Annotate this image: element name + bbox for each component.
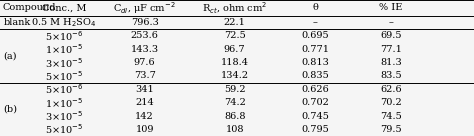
Text: (a): (a)	[3, 52, 17, 61]
Text: 81.3: 81.3	[380, 58, 402, 67]
Text: 0.745: 0.745	[301, 112, 329, 120]
Text: R$_{ct}$, ohm cm$^{2}$: R$_{ct}$, ohm cm$^{2}$	[202, 0, 267, 16]
Text: 3×10$^{-5}$: 3×10$^{-5}$	[45, 56, 83, 70]
Text: 0.795: 0.795	[301, 125, 329, 134]
Text: 59.2: 59.2	[224, 85, 246, 94]
Text: 1×10$^{-5}$: 1×10$^{-5}$	[45, 96, 83, 110]
Text: 134.2: 134.2	[220, 72, 249, 81]
Text: 86.8: 86.8	[224, 112, 246, 120]
Text: θ: θ	[312, 4, 318, 13]
Text: % IE: % IE	[379, 4, 403, 13]
Text: 0.702: 0.702	[301, 98, 329, 107]
Text: 22.1: 22.1	[224, 18, 246, 27]
Text: 74.5: 74.5	[380, 112, 402, 120]
Text: 0.626: 0.626	[301, 85, 329, 94]
Text: 83.5: 83.5	[380, 72, 402, 81]
Text: 142: 142	[135, 112, 154, 120]
Text: 97.6: 97.6	[134, 58, 155, 67]
Text: 796.3: 796.3	[131, 18, 158, 27]
Text: 79.5: 79.5	[380, 125, 402, 134]
Text: 214: 214	[135, 98, 154, 107]
Text: 5×10$^{-6}$: 5×10$^{-6}$	[45, 82, 83, 96]
Text: 108: 108	[225, 125, 244, 134]
Text: 70.2: 70.2	[380, 98, 402, 107]
Text: Compound: Compound	[2, 4, 56, 13]
Text: 0.5 M H$_2$SO$_4$: 0.5 M H$_2$SO$_4$	[31, 16, 97, 29]
Text: –: –	[313, 18, 318, 27]
Text: 73.7: 73.7	[134, 72, 155, 81]
Text: 118.4: 118.4	[220, 58, 249, 67]
Text: 5×10$^{-6}$: 5×10$^{-6}$	[45, 29, 83, 43]
Text: 5×10$^{-5}$: 5×10$^{-5}$	[45, 69, 83, 83]
Text: 253.6: 253.6	[131, 32, 158, 41]
Text: –: –	[389, 18, 393, 27]
Text: 109: 109	[135, 125, 154, 134]
Text: 1×10$^{-5}$: 1×10$^{-5}$	[45, 42, 83, 56]
Text: 96.7: 96.7	[224, 45, 246, 54]
Text: 74.2: 74.2	[224, 98, 246, 107]
Text: 77.1: 77.1	[380, 45, 402, 54]
Text: C$_{dl}$, μF cm$^{-2}$: C$_{dl}$, μF cm$^{-2}$	[113, 0, 176, 16]
Text: 5×10$^{-5}$: 5×10$^{-5}$	[45, 122, 83, 136]
Text: 0.813: 0.813	[301, 58, 329, 67]
Text: 3×10$^{-5}$: 3×10$^{-5}$	[45, 109, 83, 123]
Text: 0.835: 0.835	[301, 72, 329, 81]
Text: 0.695: 0.695	[301, 32, 329, 41]
Text: blank: blank	[3, 18, 30, 27]
Text: 72.5: 72.5	[224, 32, 246, 41]
Text: 69.5: 69.5	[380, 32, 402, 41]
Text: 143.3: 143.3	[130, 45, 159, 54]
Text: 341: 341	[135, 85, 154, 94]
Text: (b): (b)	[3, 105, 18, 114]
Text: 62.6: 62.6	[380, 85, 402, 94]
Text: Conc., M: Conc., M	[42, 4, 86, 13]
Text: 0.771: 0.771	[301, 45, 329, 54]
